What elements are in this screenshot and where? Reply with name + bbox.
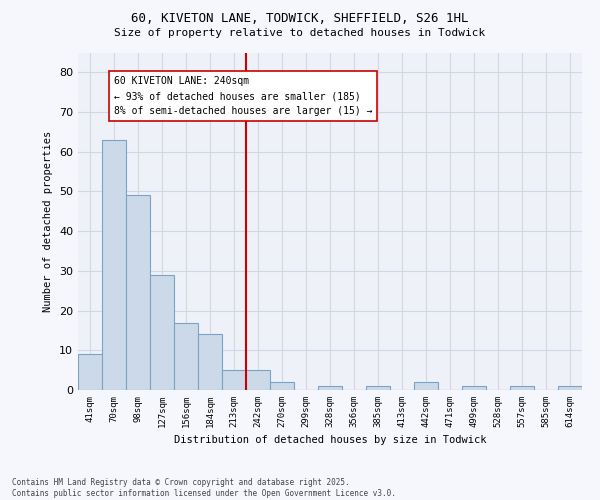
Text: 60 KIVETON LANE: 240sqm
← 93% of detached houses are smaller (185)
8% of semi-de: 60 KIVETON LANE: 240sqm ← 93% of detache…: [114, 76, 373, 116]
Bar: [174, 322, 198, 390]
Bar: [78, 354, 102, 390]
Bar: [102, 140, 126, 390]
Bar: [150, 275, 174, 390]
Bar: [366, 386, 390, 390]
Bar: [270, 382, 294, 390]
Bar: [462, 386, 486, 390]
Bar: [126, 196, 150, 390]
Bar: [198, 334, 222, 390]
Bar: [318, 386, 342, 390]
Text: 60, KIVETON LANE, TODWICK, SHEFFIELD, S26 1HL: 60, KIVETON LANE, TODWICK, SHEFFIELD, S2…: [131, 12, 469, 26]
Bar: [510, 386, 534, 390]
X-axis label: Distribution of detached houses by size in Todwick: Distribution of detached houses by size …: [174, 436, 486, 446]
Bar: [414, 382, 438, 390]
Text: Contains HM Land Registry data © Crown copyright and database right 2025.
Contai: Contains HM Land Registry data © Crown c…: [12, 478, 396, 498]
Text: Size of property relative to detached houses in Todwick: Size of property relative to detached ho…: [115, 28, 485, 38]
Y-axis label: Number of detached properties: Number of detached properties: [43, 130, 53, 312]
Bar: [558, 386, 582, 390]
Bar: [222, 370, 246, 390]
Bar: [246, 370, 270, 390]
